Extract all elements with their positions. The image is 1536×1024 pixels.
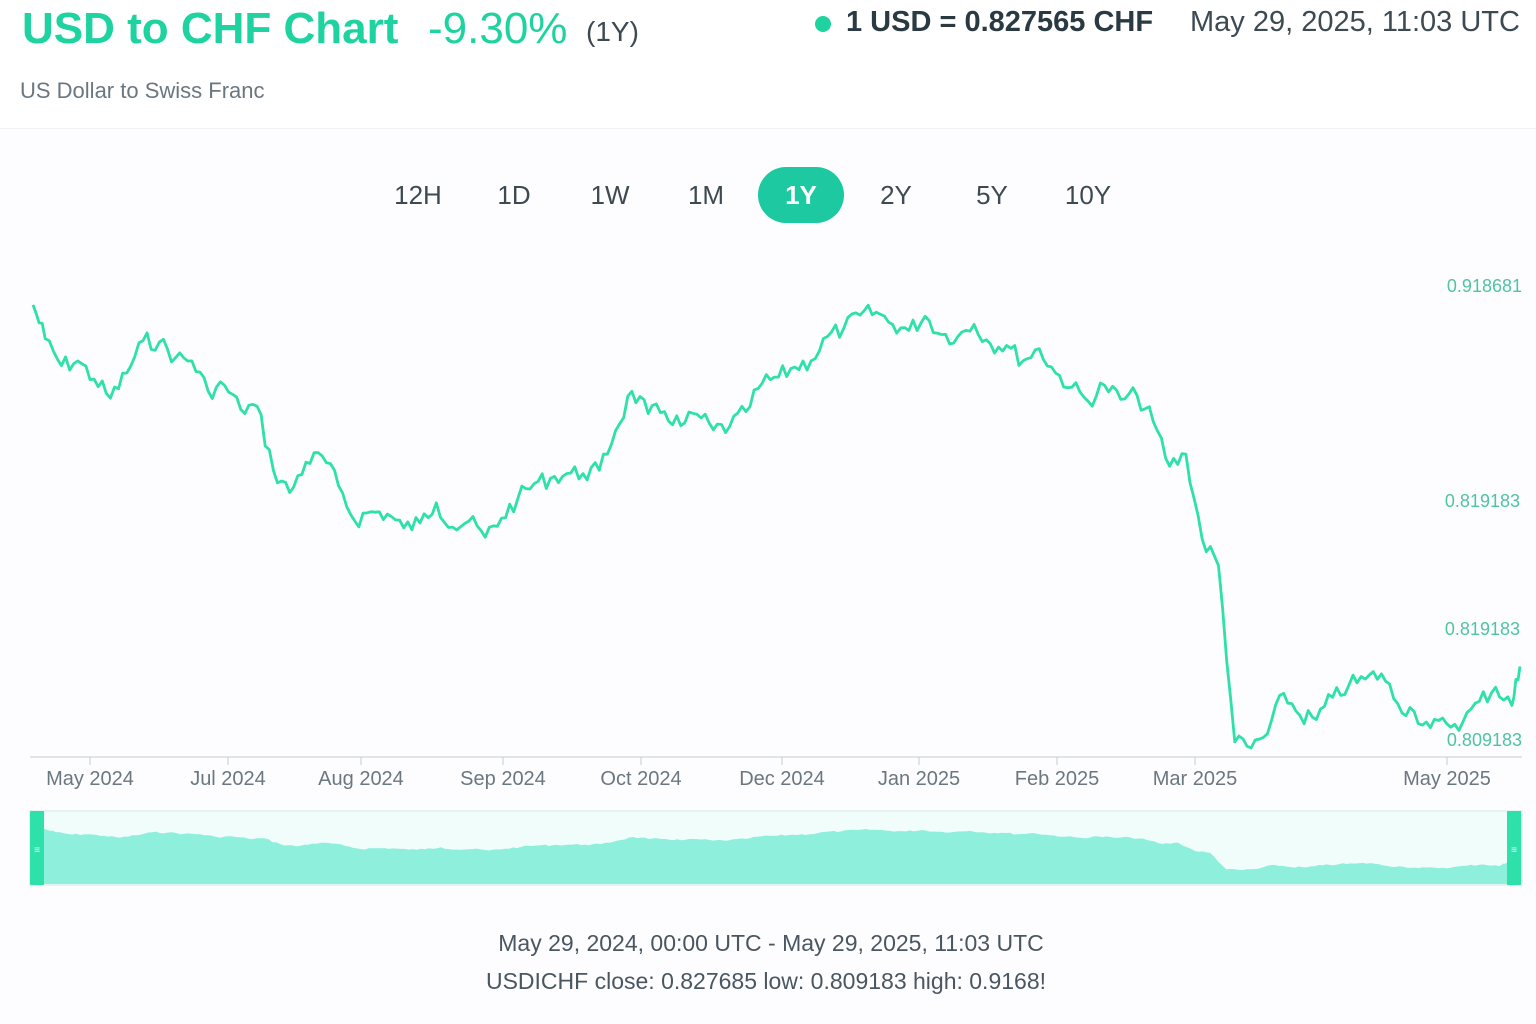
- tab-1d[interactable]: 1D: [497, 180, 531, 210]
- tab-12h[interactable]: 12H: [394, 180, 442, 210]
- y-tick-label: 0.819183: [1445, 619, 1520, 639]
- x-tick-label: Aug 2024: [318, 768, 404, 790]
- pair-subtitle: US Dollar to Swiss Franc: [20, 78, 265, 103]
- x-tick-label: Dec 2024: [739, 768, 825, 790]
- tab-2y[interactable]: 2Y: [880, 180, 912, 210]
- navigator-right-handle[interactable]: [1507, 811, 1521, 885]
- exchange-rate: 1 USD = 0.827565 CHF: [846, 6, 1154, 38]
- range-navigator[interactable]: ≡ ≡: [29, 810, 1523, 886]
- tab-1y[interactable]: 1Y: [758, 167, 844, 223]
- navigator-left-handle[interactable]: [30, 811, 44, 885]
- date-range-text: May 29, 2024, 00:00 UTC - May 29, 2025, …: [498, 930, 1044, 956]
- navigator-left-grip-icon: ≡: [34, 845, 40, 856]
- y-tick-label: 0.918681: [1447, 276, 1522, 296]
- y-tick-label: 0.819183: [1445, 491, 1520, 511]
- live-indicator-icon: [815, 16, 831, 32]
- timeframe-tabs: 12H 1D 1W 1M 1Y 2Y 5Y 10Y: [370, 167, 1136, 223]
- x-tick-label: Sep 2024: [460, 768, 546, 790]
- navigator-area: [44, 829, 1507, 884]
- x-tick-label: May 2025: [1403, 768, 1491, 790]
- x-tick-label: Jul 2024: [190, 768, 266, 790]
- tab-1m[interactable]: 1M: [687, 180, 725, 210]
- rate-timestamp: May 29, 2025, 11:03 UTC: [1190, 6, 1520, 38]
- tab-1w[interactable]: 1W: [590, 180, 630, 210]
- percent-change: -9.30%: [428, 4, 568, 53]
- navigator-right-grip-icon: ≡: [1511, 845, 1517, 856]
- y-tick-label: 0.809183: [1447, 730, 1522, 750]
- x-tick-label: Jan 2025: [878, 768, 960, 790]
- tab-10y[interactable]: 10Y: [1064, 180, 1112, 210]
- page-title: USD to CHF Chart: [22, 4, 399, 53]
- price-line: [31, 303, 1522, 750]
- chart-header: USD to CHF Chart -9.30% (1Y) US Dollar t…: [0, 0, 1536, 129]
- x-tick-label: Oct 2024: [600, 768, 681, 790]
- x-tick-label: Mar 2025: [1153, 768, 1238, 790]
- x-tick-label: May 2024: [46, 768, 134, 790]
- ohlc-stats-text: USDICHF close: 0.827685 low: 0.809183 hi…: [485, 968, 1047, 994]
- period-label: (1Y): [586, 16, 639, 47]
- x-tick-label: Feb 2025: [1015, 768, 1100, 790]
- tab-5y[interactable]: 5Y: [976, 180, 1008, 210]
